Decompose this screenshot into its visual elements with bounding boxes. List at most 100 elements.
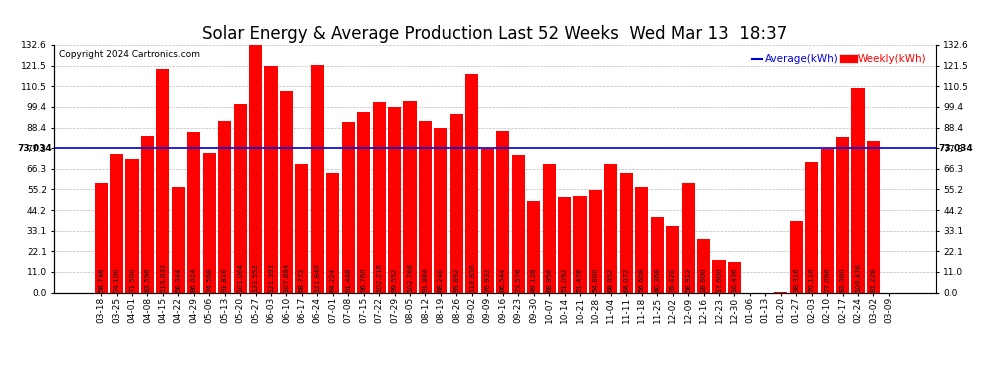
Bar [388, 106, 401, 292]
Text: 81.228: 81.228 [870, 267, 876, 292]
Text: 96.760: 96.760 [360, 267, 366, 292]
Bar [620, 173, 633, 292]
Bar [449, 114, 463, 292]
Text: 95.892: 95.892 [453, 267, 459, 292]
Text: 40.368: 40.368 [654, 267, 660, 292]
Bar [141, 136, 154, 292]
Text: 107.884: 107.884 [283, 262, 289, 292]
Text: 49.128: 49.128 [531, 267, 537, 292]
Bar [372, 102, 386, 292]
Bar [156, 69, 169, 292]
Bar [543, 164, 555, 292]
Text: 77.096: 77.096 [824, 267, 831, 292]
Text: 86.024: 86.024 [191, 267, 197, 292]
Bar [110, 154, 123, 292]
Text: 91.884: 91.884 [423, 267, 429, 292]
Bar [558, 197, 571, 292]
Text: 88.240: 88.240 [438, 267, 444, 292]
Text: 101.064: 101.064 [237, 262, 244, 292]
Bar [404, 100, 417, 292]
Bar [821, 148, 834, 292]
Text: 73.034: 73.034 [17, 144, 51, 153]
Text: 17.600: 17.600 [716, 267, 722, 292]
Bar [171, 188, 185, 292]
Text: 56.344: 56.344 [175, 267, 181, 292]
Text: 51.092: 51.092 [561, 267, 567, 292]
Text: 121.392: 121.392 [268, 262, 274, 292]
Text: 68.772: 68.772 [299, 267, 305, 292]
Text: 64.072: 64.072 [624, 267, 630, 292]
Legend: Average(kWh), Weekly(kWh): Average(kWh), Weekly(kWh) [747, 50, 931, 69]
Text: 28.600: 28.600 [701, 267, 707, 292]
Bar [311, 65, 324, 292]
Text: 56.608: 56.608 [639, 267, 644, 292]
Text: 73.576: 73.576 [515, 267, 521, 292]
Text: 74.100: 74.100 [114, 267, 120, 292]
Text: 35.420: 35.420 [669, 267, 675, 292]
Bar [342, 122, 354, 292]
Text: 86.544: 86.544 [500, 267, 506, 292]
Text: 102.768: 102.768 [407, 262, 413, 292]
Bar [419, 121, 432, 292]
Text: 116.856: 116.856 [469, 262, 475, 292]
Bar [512, 155, 525, 292]
Text: 51.476: 51.476 [577, 267, 583, 292]
Text: 132.552: 132.552 [252, 263, 258, 292]
Bar [187, 132, 200, 292]
Text: 102.216: 102.216 [376, 262, 382, 292]
Text: 64.224: 64.224 [330, 267, 336, 292]
Text: 38.316: 38.316 [793, 267, 799, 292]
Bar [327, 172, 340, 292]
Text: 54.800: 54.800 [592, 267, 598, 292]
Bar [650, 217, 663, 292]
Title: Solar Energy & Average Production Last 52 Weeks  Wed Mar 13  18:37: Solar Energy & Average Production Last 5… [202, 26, 788, 44]
Bar [790, 221, 803, 292]
Bar [264, 66, 277, 292]
Bar [435, 128, 447, 292]
Bar [728, 262, 742, 292]
Text: 99.552: 99.552 [392, 267, 398, 292]
Bar [867, 141, 880, 292]
Bar [94, 183, 108, 292]
Bar [851, 88, 864, 292]
Bar [234, 104, 247, 292]
Bar [836, 137, 849, 292]
Text: 83.596: 83.596 [145, 267, 150, 292]
Bar [589, 190, 602, 292]
Bar [357, 112, 370, 292]
Bar [496, 131, 509, 292]
Text: 16.436: 16.436 [732, 267, 738, 292]
Text: 58.912: 58.912 [685, 267, 691, 292]
Text: 76.932: 76.932 [484, 267, 490, 292]
Text: 73.034: 73.034 [939, 144, 973, 153]
Text: 119.832: 119.832 [159, 262, 166, 292]
Bar [481, 149, 494, 292]
Bar [527, 201, 541, 292]
Text: Copyright 2024 Cartronics.com: Copyright 2024 Cartronics.com [58, 50, 200, 59]
Bar [604, 164, 618, 292]
Text: 70.116: 70.116 [809, 267, 815, 292]
Text: 71.500: 71.500 [129, 267, 135, 292]
Bar [203, 153, 216, 292]
Text: 58.748: 58.748 [98, 267, 104, 292]
Text: 91.816: 91.816 [222, 267, 228, 292]
Bar [805, 162, 819, 292]
Bar [218, 121, 232, 292]
Text: 68.952: 68.952 [608, 267, 614, 292]
Bar [295, 164, 309, 292]
Text: 83.360: 83.360 [840, 267, 845, 292]
Bar [636, 187, 648, 292]
Bar [697, 239, 710, 292]
Text: 109.476: 109.476 [855, 262, 861, 292]
Bar [248, 45, 262, 292]
Bar [666, 226, 679, 292]
Bar [573, 196, 586, 292]
Text: 121.840: 121.840 [315, 262, 321, 292]
Text: 74.568: 74.568 [206, 267, 212, 292]
Bar [280, 91, 293, 292]
Bar [465, 74, 478, 292]
Bar [681, 183, 695, 292]
Text: 91.448: 91.448 [346, 267, 351, 292]
Bar [713, 260, 726, 292]
Text: 68.956: 68.956 [546, 267, 552, 292]
